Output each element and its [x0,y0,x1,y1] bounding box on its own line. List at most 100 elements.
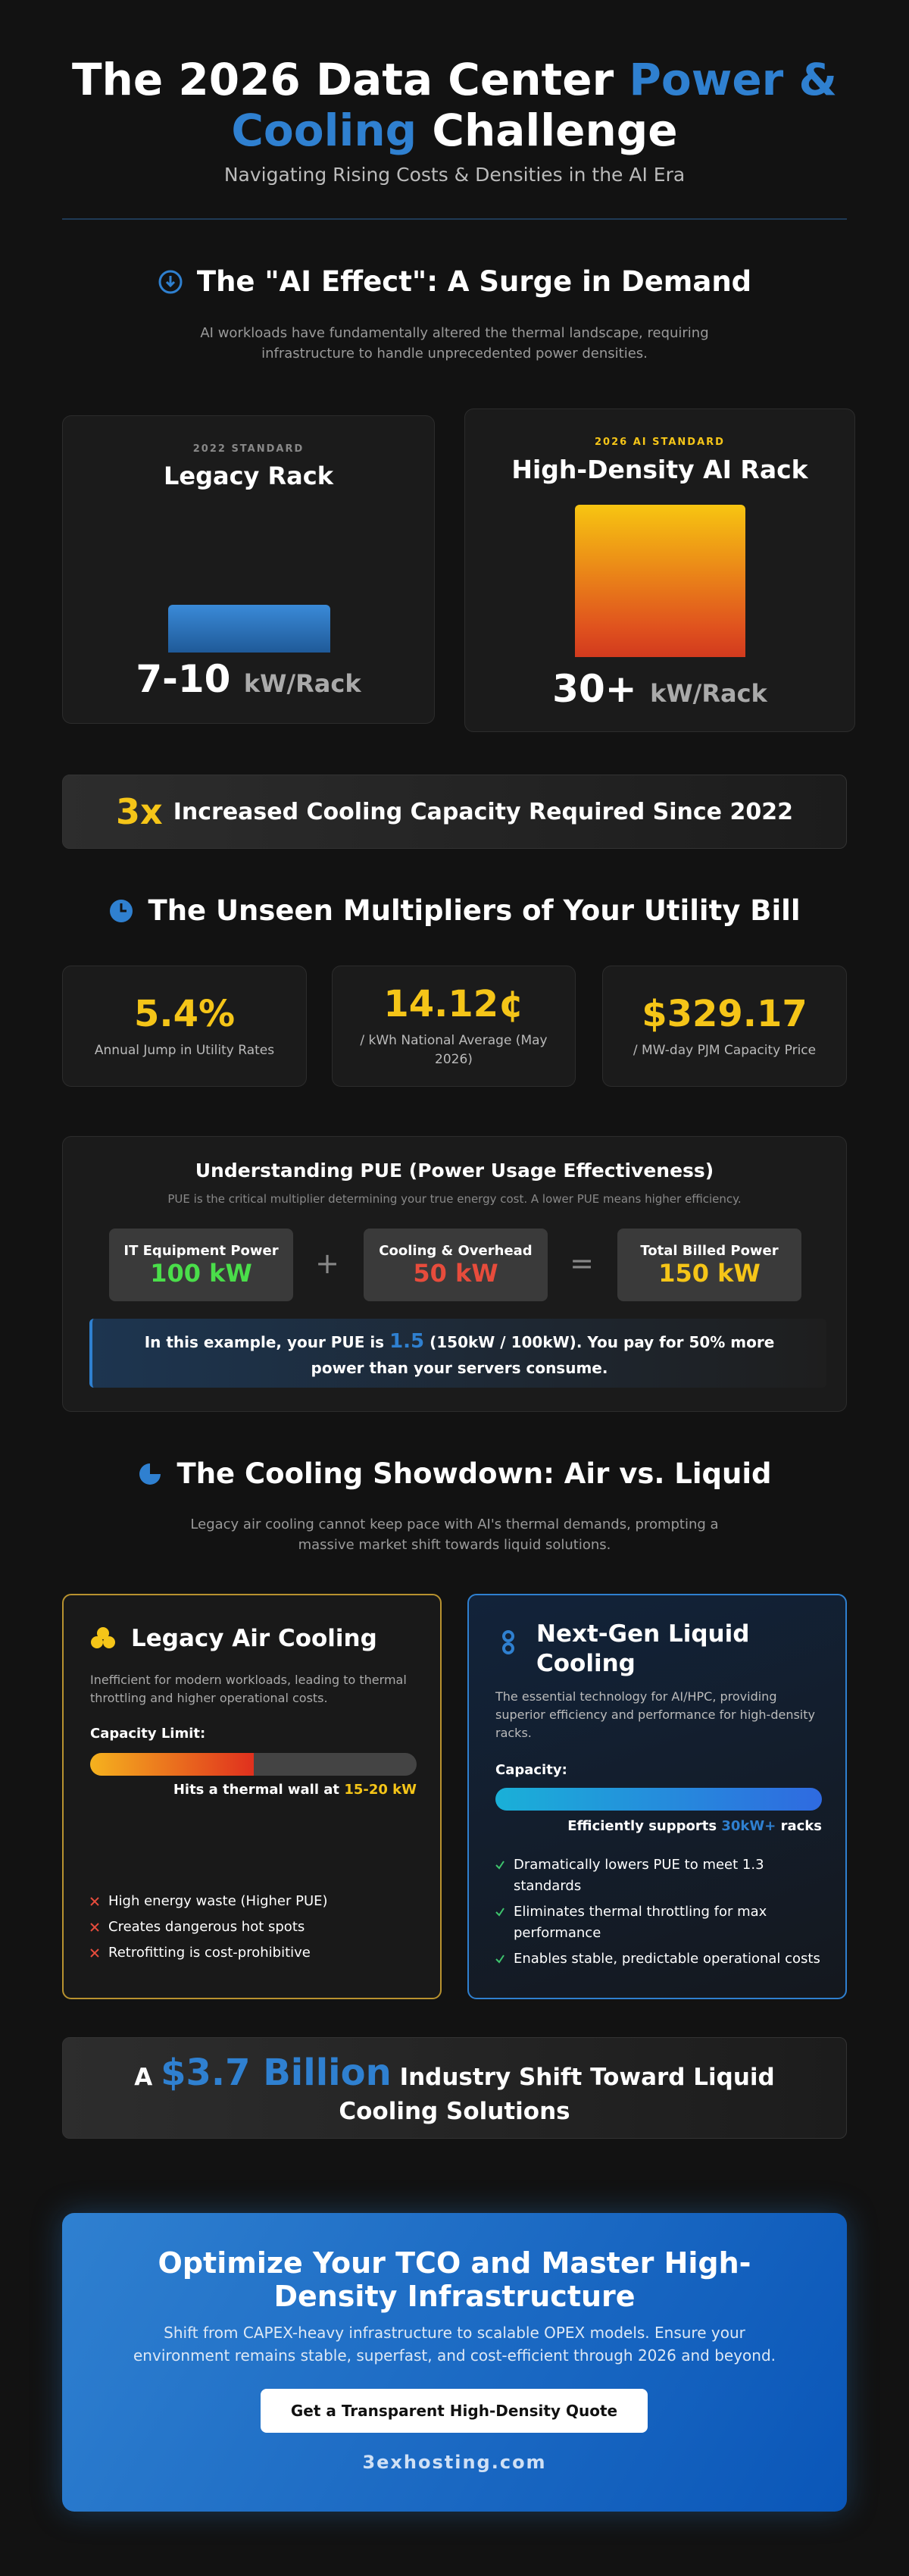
section-heading: The Cooling Showdown: Air vs. Liquid [0,1457,909,1490]
card-description: Inefficient for modern workloads, leadin… [90,1673,407,1705]
stat-card: 14.12¢ / kWh National Average (May 2026) [332,966,576,1087]
pro-list: Dramatically lowers PUE to meet 1.3 stan… [495,1855,822,1973]
page-title: The 2026 Data Center Power & Cooling Cha… [0,55,909,155]
item-text: Retrofitting is cost-prohibitive [108,1944,311,1961]
air-card: Legacy Air Cooling Inefficient for moder… [62,1594,442,1999]
ai-card: 2026 AI STANDARD High-Density AI Rack 30… [464,408,855,732]
cta-description: Shift from CAPEX-heavy infrastructure to… [133,2324,776,2365]
card-title: Legacy Air Cooling [131,1625,377,1652]
shift-banner: A $3.7 Billion Industry Shift Toward Liq… [62,2037,847,2139]
title-part: The 2026 Data Center [71,54,614,105]
card-header: Next-Gen Liquid Cooling [495,1620,779,1679]
item-value: 100 kW [150,1258,252,1288]
card-title: Legacy Rack [163,462,334,490]
section-description: Legacy air cooling cannot keep pace with… [190,1516,719,1553]
check-icon [495,1955,504,1964]
legacy-card: 2022 STANDARD Legacy Rack 7-10 kW/Rack [62,415,435,724]
pro-item: Dramatically lowers PUE to meet 1.3 stan… [495,1855,822,1897]
stat-label: / kWh National Average (May 2026) [360,1033,548,1067]
check-icon [495,1908,504,1917]
note-text: racks [780,1818,822,1834]
stat-label: Annual Jump in Utility Rates [94,1042,275,1058]
con-item: High energy waste (Higher PUE) [90,1891,417,1912]
banner-text: Increased Cooling Capacity Required Sinc… [173,798,793,825]
value: 30+ [552,667,637,711]
item-value: 50 kW [413,1258,498,1288]
item-text: Eliminates thermal throttling for max pe… [514,1903,767,1941]
stat-value: 14.12¢ [383,983,524,1026]
pue-note: In this example, your PUE is 1.5 (150kW … [89,1319,826,1388]
capacity-label: Capacity Limit: [90,1726,206,1742]
rack-bar [575,505,745,657]
con-list: High energy waste (Higher PUE) Creates d… [90,1891,417,1968]
capacity-note: Hits a thermal wall at 15-20 kW [90,1782,417,1798]
icon [91,1627,115,1649]
banner: 3x Increased Cooling Capacity Required S… [62,775,847,849]
section-heading: The "AI Effect": A Surge in Demand [0,265,909,298]
con-item: Retrofitting is cost-prohibitive [90,1942,417,1964]
pue-title: Understanding PUE (Power Usage Effective… [195,1160,714,1182]
note-value: 1.5 [389,1330,425,1353]
item-text: Enables stable, predictable operational … [514,1950,820,1967]
pue-item: IT Equipment Power 100 kW [109,1229,293,1301]
operator: + [315,1247,339,1280]
capacity-label: Capacity: [495,1762,567,1778]
check-icon [495,1861,504,1870]
unit: kW/Rack [650,679,767,708]
item-text: Creates dangerous hot spots [108,1918,305,1935]
pue-item: Cooling & Overhead 50 kW [364,1229,548,1301]
note-highlight: 30kW+ [721,1818,776,1834]
icon [158,270,183,293]
capacity-bar [90,1753,417,1776]
item-label: IT Equipment Power [123,1242,279,1259]
note-text: (150kW / 100kW). You pay for 50% more po… [311,1333,775,1377]
con-item: Creates dangerous hot spots [90,1917,417,1938]
card-label: 2026 AI STANDARD [595,437,725,448]
banner-value: 3x [116,791,163,832]
icon [110,899,133,922]
item-label: Cooling & Overhead [379,1242,533,1259]
stat-value: $329.17 [642,992,807,1035]
value: 7-10 [136,657,231,701]
pue-item: Total Billed Power 150 kW [617,1229,801,1301]
note-text: Hits a thermal wall at [173,1782,340,1798]
title-part: Challenge [432,104,678,156]
cta-button[interactable]: Get a Transparent High-Density Quote [261,2389,648,2433]
card-description: The essential technology for AI/HPC, pro… [495,1689,815,1740]
note-text: In this example, your PUE is [144,1333,385,1351]
card-label: 2022 STANDARD [192,443,305,455]
section-heading: The Unseen Multipliers of Your Utility B… [0,894,909,927]
card-value: 30+ kW/Rack [465,667,854,711]
shift-value: $3.7 Billion [161,2051,392,2094]
stat-label: / MW-day PJM Capacity Price [633,1042,817,1058]
pro-item: Enables stable, predictable operational … [495,1948,822,1970]
card-header: Legacy Air Cooling [90,1624,377,1654]
card-title: High-Density AI Rack [511,455,808,484]
pue-box: Understanding PUE (Power Usage Effective… [62,1136,847,1412]
note-highlight: 15-20 kW [344,1782,417,1798]
liquid-card: Next-Gen Liquid Cooling The essential te… [467,1594,847,1999]
capacity-note: Efficiently supports 30kW+ racks [495,1818,822,1834]
icon [139,1463,161,1485]
icon [502,1630,514,1654]
shift-text: A [134,2063,153,2091]
item-label: Total Billed Power [640,1242,779,1259]
heading-text: The Cooling Showdown: Air vs. Liquid [176,1457,772,1490]
heading-text: The Unseen Multipliers of Your Utility B… [148,894,801,927]
heading-text: The "AI Effect": A Surge in Demand [196,265,752,298]
divider [62,218,847,220]
subtitle: Navigating Rising Costs & Densities in t… [223,164,686,186]
unit: kW/Rack [243,669,361,698]
rack-bar [168,605,330,653]
section-description: AI workloads have fundamentally altered … [200,325,709,362]
item-value: 150 kW [658,1258,761,1288]
capacity-fill [90,1753,254,1776]
capacity-bar [495,1788,822,1811]
cta-box: Optimize Your TCO and Master High-Densit… [62,2213,847,2512]
item-text: Dramatically lowers PUE to meet 1.3 stan… [514,1857,764,1894]
operator: = [570,1247,594,1280]
item-text: High energy waste (Higher PUE) [108,1893,328,1909]
cta-site: 3exhosting.com [362,2452,547,2473]
title-highlight: Power & Cooling [231,54,838,156]
